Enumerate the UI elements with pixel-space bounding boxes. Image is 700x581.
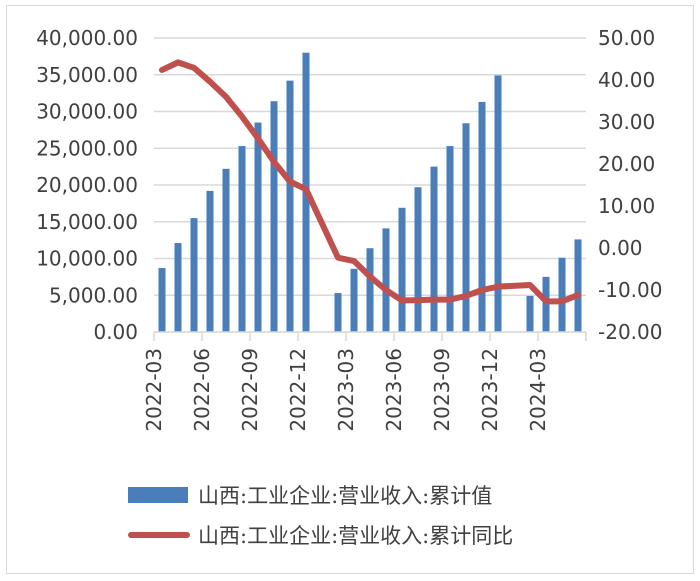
bar-2022-10 [270, 101, 278, 333]
right-tick-label: 20.00 [598, 152, 655, 176]
right-tick-label: 30.00 [598, 110, 655, 134]
bar-2022-09 [254, 122, 262, 333]
bar-2022-08 [238, 146, 246, 332]
x-tick-label: 2023-06 [382, 348, 406, 432]
x-tick-label: 2022-06 [190, 348, 214, 432]
x-tick-label: 2022-03 [142, 348, 166, 432]
left-tick-label: 5,000.00 [49, 283, 138, 307]
bar-2023-03 [350, 268, 358, 332]
right-axis: -20.00 -10.00 0.00 10.00 20.00 30.00 40.00 50.0… [598, 26, 662, 344]
x-tick-label: 2023-12 [478, 348, 502, 432]
left-tick-label: 15,000.00 [36, 210, 138, 234]
right-tick-label: -20.00 [598, 320, 662, 344]
legend: 山西:工业企业:营业收入:累计值 山西:工业企业:营业收入:累计同比 [128, 475, 513, 555]
bar-2022-07 [222, 168, 230, 332]
legend-swatch-line [128, 532, 190, 538]
bar-2024-04 [558, 257, 566, 332]
right-tick-label: 40.00 [598, 68, 655, 92]
legend-label: 山西:工业企业:营业收入:累计同比 [198, 524, 514, 548]
bar-2022-03 [158, 268, 166, 332]
bar-2022-05 [190, 218, 198, 332]
bar-2023-07 [414, 187, 422, 332]
legend-item-cumulative-value[interactable]: 山西:工业企业:营业收入:累计值 [128, 475, 513, 515]
x-tick-label: 2022-09 [238, 348, 262, 432]
left-tick-label: 20,000.00 [36, 173, 138, 197]
line-series-cumulative-yoy [159, 59, 581, 305]
bar-2023-02 [334, 293, 342, 332]
left-axis: 0.00 5,000.00 10,000.00 15,000.00 20,000.00 2… [36, 26, 138, 344]
bar-2023-05 [382, 228, 390, 332]
legend-item-cumulative-yoy[interactable]: 山西:工业企业:营业收入:累计同比 [128, 515, 513, 555]
bar-2024-05 [574, 239, 582, 332]
left-tick-label: 30,000.00 [36, 100, 138, 124]
right-tick-label: 10.00 [598, 194, 655, 218]
bar-2022-11 [286, 80, 294, 332]
x-tick-label: 2024-03 [526, 348, 550, 432]
x-tick-label: 2022-12 [286, 348, 310, 432]
left-tick-label: 40,000.00 [36, 26, 138, 50]
bar-2023-06 [398, 207, 406, 332]
legend-label: 山西:工业企业:营业收入:累计值 [198, 484, 493, 508]
left-tick-label: 25,000.00 [36, 136, 138, 160]
x-axis: 2022-03 2022-06 2022-09 2022-12 2023-03 2023-… [142, 331, 587, 432]
left-tick-label: 35,000.00 [36, 63, 138, 87]
right-tick-label: 0.00 [598, 236, 643, 260]
bar-2023-09 [446, 146, 454, 332]
left-tick-label: 10,000.00 [36, 247, 138, 271]
yoy-line [159, 59, 581, 305]
right-tick-label: -10.00 [598, 278, 662, 302]
legend-swatch-bar [128, 487, 188, 503]
x-tick-label: 2023-09 [430, 348, 454, 432]
bar-2022-06 [206, 190, 214, 332]
bar-2024-03 [542, 276, 550, 332]
bar-2023-04 [366, 248, 374, 332]
bar-2023-11 [478, 101, 486, 332]
bar-2023-12 [494, 75, 502, 333]
left-tick-label: 0.00 [93, 320, 138, 344]
bar-2022-04 [174, 243, 182, 332]
right-tick-label: 50.00 [598, 26, 655, 50]
bar-2024-02 [526, 295, 534, 332]
x-tick-label: 2023-03 [334, 348, 358, 432]
bar-2023-08 [430, 166, 438, 332]
bar-series-cumulative-value [158, 52, 582, 333]
bar-2023-10 [462, 123, 470, 332]
